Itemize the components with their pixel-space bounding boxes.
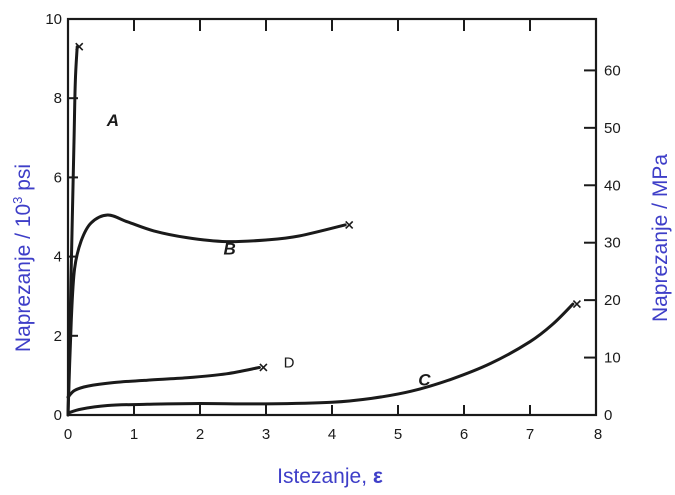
y-left-tick-label: 6	[54, 169, 62, 186]
y-right-tick-label: 60	[604, 62, 621, 79]
series-c-curve	[66, 302, 575, 415]
y-left-axis-title-base: Naprezanje / 10	[12, 204, 35, 352]
series-b-fracture-marker	[345, 220, 354, 229]
x-tick-label: 0	[64, 426, 72, 443]
x-tick-label: 4	[328, 426, 336, 443]
y-left-tick-label: 2	[54, 328, 62, 345]
y-left-tick-label: 4	[54, 249, 62, 266]
y-right-tick-label: 30	[604, 235, 621, 252]
y-left-tick-label: 0	[54, 407, 62, 424]
series-d-fracture-marker	[259, 363, 268, 372]
y-left-axis-title-exponent: 3	[10, 197, 25, 204]
x-tick-label: 5	[394, 426, 402, 443]
series-a-label: A	[106, 111, 119, 130]
x-tick-label: 3	[262, 426, 270, 443]
y-right-tick-label: 20	[604, 292, 621, 309]
series-c-label: C	[418, 370, 431, 389]
plot-frame	[66, 17, 598, 417]
x-axis-title-text: Istezanje,	[277, 465, 373, 488]
x-axis-title-symbol: ε	[373, 465, 383, 488]
y-right-tick-label: 40	[604, 177, 621, 194]
x-tick-label: 7	[526, 426, 534, 443]
series-d-curve	[66, 366, 261, 399]
y-right-axis-title: Naprezanje / MPa	[649, 154, 672, 322]
x-axis-title: Istezanje, ε	[277, 465, 383, 488]
series-d-label: D	[284, 354, 295, 371]
y-right-tick-label: 10	[604, 350, 621, 367]
x-tick-label: 8	[594, 426, 602, 443]
y-left-axis-title: Naprezanje / 103 psi	[10, 164, 35, 352]
y-right-tick-label: 0	[604, 407, 612, 424]
x-tick-label: 2	[196, 426, 204, 443]
series-a-fracture-marker	[75, 42, 84, 51]
x-tick-label: 6	[460, 426, 468, 443]
series-c-fracture-marker	[572, 300, 581, 309]
y-left-axis-title-unit: psi	[12, 164, 35, 197]
series-b-curve	[66, 213, 347, 417]
y-right-tick-label: 50	[604, 120, 621, 137]
y-left-tick-label: 8	[54, 90, 62, 107]
series-b-label: B	[224, 240, 236, 259]
x-tick-label: 1	[130, 426, 138, 443]
y-left-tick-label: 10	[45, 11, 62, 28]
